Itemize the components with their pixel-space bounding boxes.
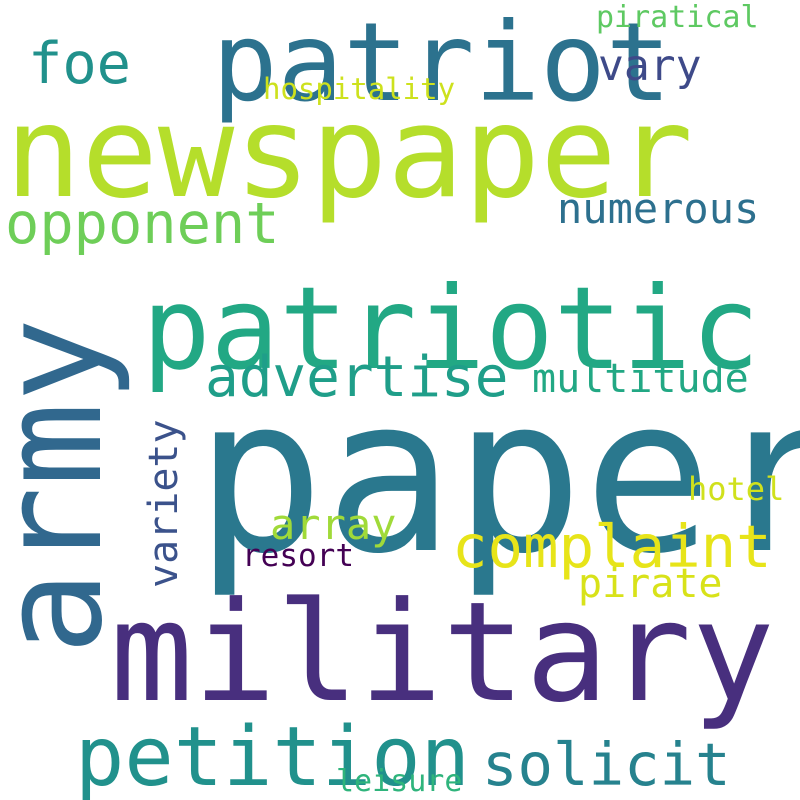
word-vary: vary <box>598 41 702 91</box>
word-patriotic: patriotic <box>142 262 760 395</box>
word-opponent: opponent <box>5 191 280 257</box>
word-numerous: numerous <box>557 184 759 233</box>
word-variety: variety <box>141 419 187 588</box>
word-patriot: patriot <box>212 0 671 126</box>
word-solicit: solicit <box>482 730 731 799</box>
word-piratical: piratical <box>596 0 759 35</box>
word-military: military <box>110 572 775 733</box>
word-paper: paper <box>195 350 800 601</box>
word-resort: resort <box>242 538 354 574</box>
word-array: array <box>270 500 396 549</box>
word-hotel: hotel <box>688 470 784 508</box>
word-newspaper: newspaper <box>5 78 693 226</box>
word-multitude: multitude <box>532 356 749 402</box>
word-army: army <box>0 318 134 655</box>
word-petition: petition <box>75 710 470 800</box>
word-advertise: advertise <box>205 345 508 410</box>
word-leisure: leisure <box>336 764 462 799</box>
word-foe: foe <box>28 31 131 97</box>
word-hospitality: hospitality <box>263 72 455 106</box>
word-complaint: complaint <box>452 512 772 581</box>
word-pirate: pirate <box>578 561 723 607</box>
